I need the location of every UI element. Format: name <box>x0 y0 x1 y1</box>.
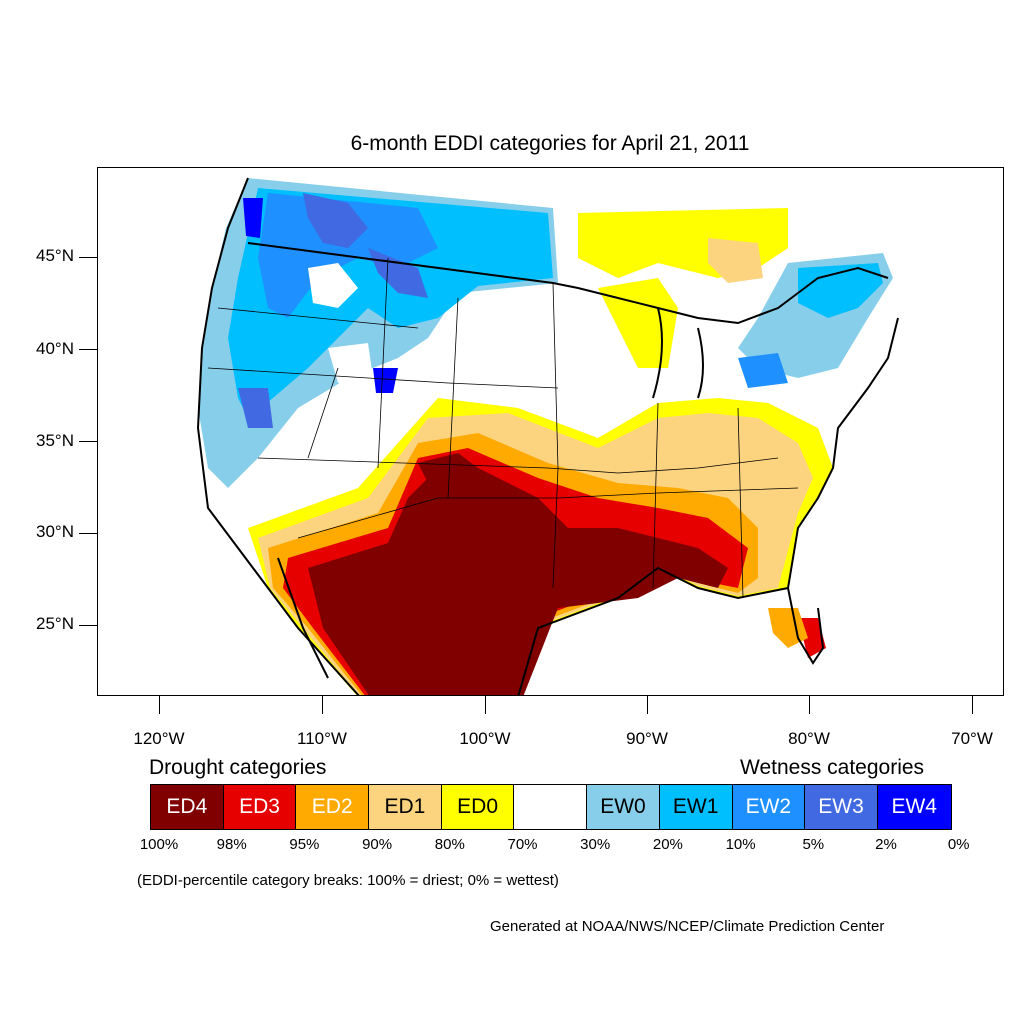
lat-tick <box>79 625 97 626</box>
legend-neutral <box>514 785 588 829</box>
credit-line: Generated at NOAA/NWS/NCEP/Climate Predi… <box>490 918 885 935</box>
percentile-break: 2% <box>875 836 897 853</box>
legend-ew0: EW0 <box>587 785 660 829</box>
lon-tick <box>809 696 810 714</box>
legend-ed2: ED2 <box>296 785 370 829</box>
lon-tick <box>647 696 648 714</box>
eddi-map <box>97 167 1004 696</box>
percentile-break: 90% <box>362 836 393 853</box>
lon-label-70: 70°W <box>951 729 993 748</box>
lat-tick <box>79 533 97 534</box>
legend-ed3: ED3 <box>223 785 297 829</box>
percentile-break: 80% <box>434 836 465 853</box>
lon-label-120: 120°W <box>133 729 185 748</box>
lat-tick <box>79 441 97 442</box>
lon-tick <box>972 696 973 714</box>
category-legend: ED4 ED3 ED2 ED1 ED0 EW0 EW1 EW2 EW3 EW4 <box>150 784 952 830</box>
percentile-break: 70% <box>507 836 538 853</box>
lat-label-40: 40°N <box>36 339 74 358</box>
lon-label-80: 80°W <box>788 729 830 748</box>
lat-tick <box>79 349 97 350</box>
percentile-break: 5% <box>802 836 825 853</box>
drought-heading: Drought categories <box>149 756 327 779</box>
percentile-break: 30% <box>580 836 611 853</box>
lat-label-45: 45°N <box>36 246 74 265</box>
percentile-break: 100% <box>139 836 179 853</box>
percentile-break: 10% <box>725 836 756 853</box>
eddi-map-graphic <box>196 177 899 695</box>
percentile-break: 98% <box>216 836 247 853</box>
wetness-heading: Wetness categories <box>740 756 925 779</box>
lat-label-30: 30°N <box>36 522 74 541</box>
lon-label-110: 110°W <box>297 729 347 748</box>
legend-ed4: ED4 <box>151 785 224 829</box>
legend-ew4: EW4 <box>877 785 951 829</box>
lat-label-25: 25°N <box>36 614 74 633</box>
breaks-note: (EDDI-percentile category breaks: 100% =… <box>137 872 559 889</box>
legend-ed0: ED0 <box>441 785 515 829</box>
map-title: 6-month EDDI categories for April 21, 20… <box>350 132 750 155</box>
lat-tick <box>79 257 97 258</box>
percentile-break: 20% <box>652 836 683 853</box>
lon-label-90: 90°W <box>626 729 668 748</box>
lon-tick <box>485 696 486 714</box>
lat-label-35: 35°N <box>36 431 74 450</box>
legend-ed1: ED1 <box>369 785 442 829</box>
percentile-break: 95% <box>289 836 320 853</box>
lon-tick <box>322 696 323 714</box>
percentile-break: 0% <box>947 836 970 853</box>
legend-ew2: EW2 <box>732 785 806 829</box>
legend-ew1: EW1 <box>659 785 733 829</box>
lon-label-100: 100°W <box>459 729 511 748</box>
lon-tick <box>159 696 160 714</box>
legend-ew3: EW3 <box>805 785 878 829</box>
